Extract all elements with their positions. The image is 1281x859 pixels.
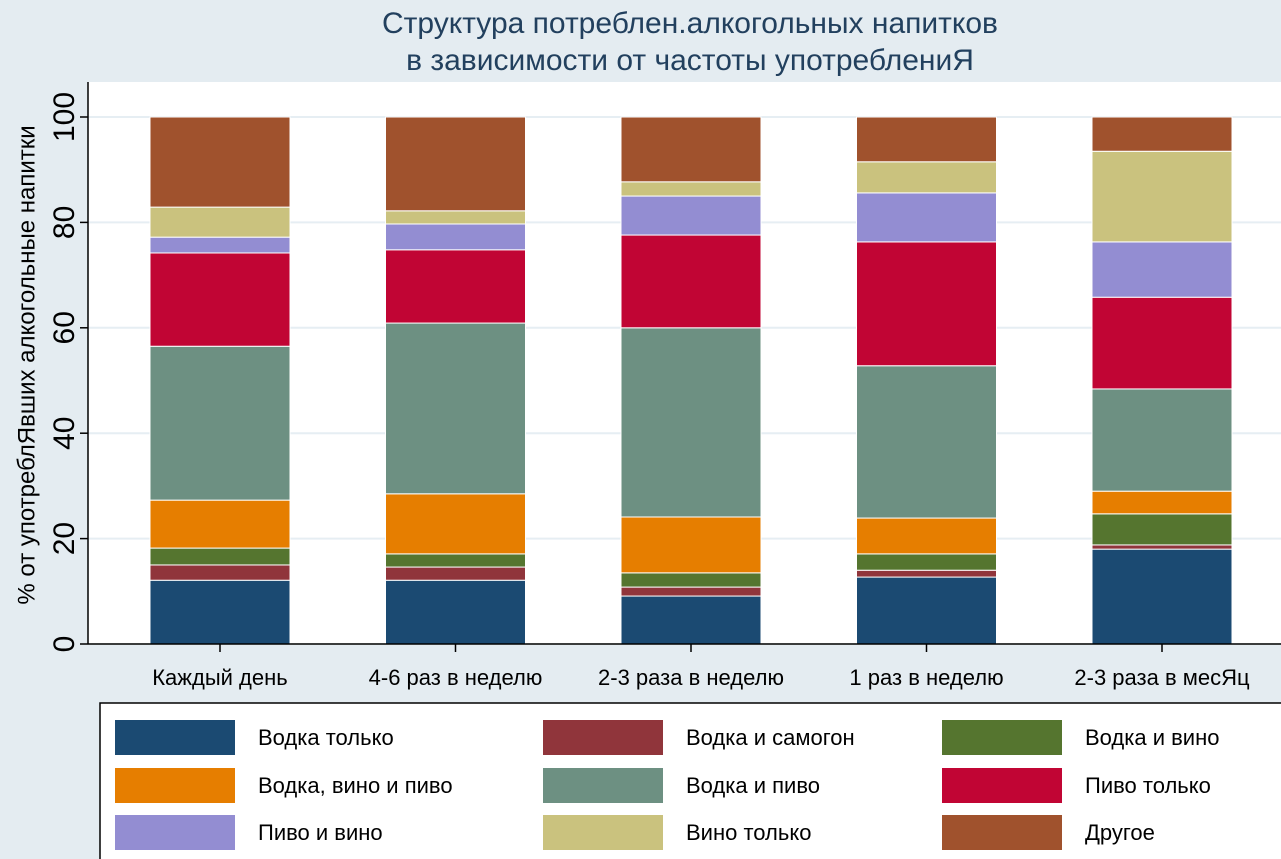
bar-segment [149, 345, 291, 501]
bar-segment [856, 569, 997, 578]
y-axis-label: % от употреблЯвших алкогольные напитки [13, 125, 40, 604]
bar-segment [1091, 241, 1233, 298]
legend-label: Вино только [686, 820, 811, 845]
legend-swatch [115, 768, 235, 803]
legend-swatch [543, 720, 663, 755]
legend-label: Водка только [258, 725, 394, 750]
bar-segment [149, 499, 291, 549]
bar-segment [1091, 490, 1233, 515]
bar-segment [149, 236, 291, 254]
legend-label: Водка, вино и пиво [258, 773, 453, 798]
bar-segment [385, 493, 526, 555]
bar-segment [856, 161, 997, 194]
y-tick-label: 0 [48, 636, 81, 653]
bar-segment [620, 572, 762, 588]
bar-segment [856, 241, 997, 367]
x-tick-label: 2-3 раза в месЯц [1074, 665, 1250, 690]
bar-segment [149, 547, 291, 566]
bar-segment [149, 564, 291, 581]
y-tick-label: 40 [48, 417, 81, 450]
bar-segment [620, 516, 762, 574]
bar-segment [620, 586, 762, 597]
bar-segment [856, 517, 997, 555]
legend-swatch [543, 768, 663, 803]
bar-segment [620, 327, 762, 518]
y-tick-label: 100 [48, 92, 81, 142]
bar-segment [620, 181, 762, 197]
bar-segment [385, 116, 526, 212]
chart-title: в зависимости от частоты употреблениЯ [406, 44, 974, 77]
bar-segment [1091, 548, 1233, 645]
bar-segment [1091, 116, 1233, 152]
legend-label: Водка и самогон [686, 725, 855, 750]
bar-segment [385, 579, 526, 645]
bar-segment [620, 195, 762, 236]
y-tick-label: 20 [48, 522, 81, 555]
bar-segment [149, 116, 291, 208]
chart-title: Структура потреблен.алкогольных напитков [382, 7, 998, 40]
bar-segment [620, 234, 762, 329]
bar-segment [856, 576, 997, 645]
bar-segment [856, 192, 997, 243]
x-tick-label: Каждый день [152, 665, 288, 690]
bar-segment [856, 365, 997, 519]
legend-label: Водка и вино [1085, 725, 1219, 750]
bar-segment [385, 566, 526, 581]
bar-segment [1091, 544, 1233, 550]
bar-segment [385, 553, 526, 568]
x-tick-label: 2-3 раза в неделю [598, 665, 784, 690]
bar-segment [1091, 296, 1233, 390]
bar-segment [1091, 388, 1233, 492]
bar-segment [856, 116, 997, 163]
bar-segment [1091, 513, 1233, 546]
bar-segment [385, 249, 526, 324]
legend-swatch [942, 815, 1062, 850]
legend-label: Пиво только [1085, 773, 1211, 798]
legend-swatch [115, 815, 235, 850]
y-tick-label: 80 [48, 206, 81, 239]
bar-segment [385, 223, 526, 251]
legend-label: Водка и пиво [686, 773, 820, 798]
legend-label: Другое [1085, 820, 1155, 845]
x-tick-label: 1 раз в неделю [849, 665, 1003, 690]
legend-label: Пиво и вино [258, 820, 383, 845]
bar-segment [149, 206, 291, 238]
x-tick-label: 4-6 раз в неделю [369, 665, 543, 690]
legend [99, 702, 1281, 859]
bar-segment [620, 116, 762, 183]
y-tick-label: 60 [48, 311, 81, 344]
bar-segment [149, 252, 291, 347]
bar-segment [856, 553, 997, 571]
bar-segment [385, 210, 526, 225]
bar-segment [1091, 150, 1233, 243]
legend-swatch [543, 815, 663, 850]
legend-swatch [115, 720, 235, 755]
bar-segment [149, 579, 291, 645]
bar-segment [620, 595, 762, 645]
legend-swatch [942, 768, 1062, 803]
legend-swatch [942, 720, 1062, 755]
bar-segment [385, 322, 526, 495]
